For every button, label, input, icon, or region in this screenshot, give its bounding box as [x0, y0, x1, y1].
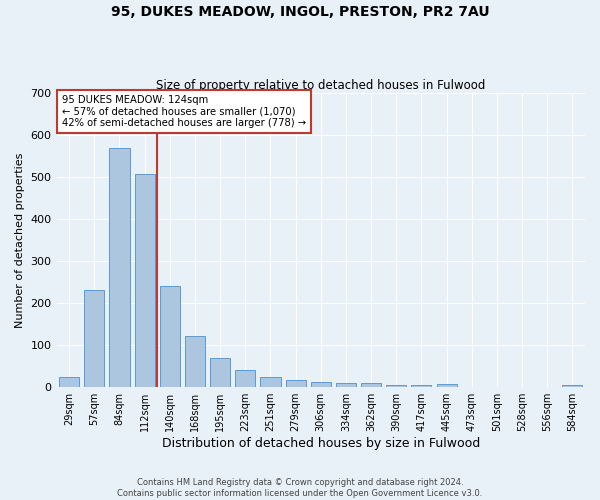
- Bar: [361, 383, 381, 387]
- Bar: [412, 385, 431, 387]
- Bar: [437, 384, 457, 387]
- Bar: [336, 383, 356, 387]
- Bar: [235, 370, 256, 387]
- Bar: [210, 358, 230, 387]
- Bar: [134, 174, 155, 387]
- X-axis label: Distribution of detached houses by size in Fulwood: Distribution of detached houses by size …: [161, 437, 480, 450]
- Bar: [260, 376, 281, 387]
- Bar: [386, 385, 406, 387]
- Bar: [311, 382, 331, 387]
- Y-axis label: Number of detached properties: Number of detached properties: [15, 152, 25, 328]
- Bar: [286, 380, 305, 387]
- Text: 95 DUKES MEADOW: 124sqm
← 57% of detached houses are smaller (1,070)
42% of semi: 95 DUKES MEADOW: 124sqm ← 57% of detache…: [62, 94, 306, 128]
- Title: Size of property relative to detached houses in Fulwood: Size of property relative to detached ho…: [156, 79, 485, 92]
- Bar: [59, 376, 79, 387]
- Text: 95, DUKES MEADOW, INGOL, PRESTON, PR2 7AU: 95, DUKES MEADOW, INGOL, PRESTON, PR2 7A…: [110, 5, 490, 19]
- Bar: [160, 286, 180, 387]
- Bar: [84, 290, 104, 387]
- Bar: [109, 148, 130, 387]
- Bar: [185, 336, 205, 387]
- Text: Contains HM Land Registry data © Crown copyright and database right 2024.
Contai: Contains HM Land Registry data © Crown c…: [118, 478, 482, 498]
- Bar: [562, 385, 583, 387]
